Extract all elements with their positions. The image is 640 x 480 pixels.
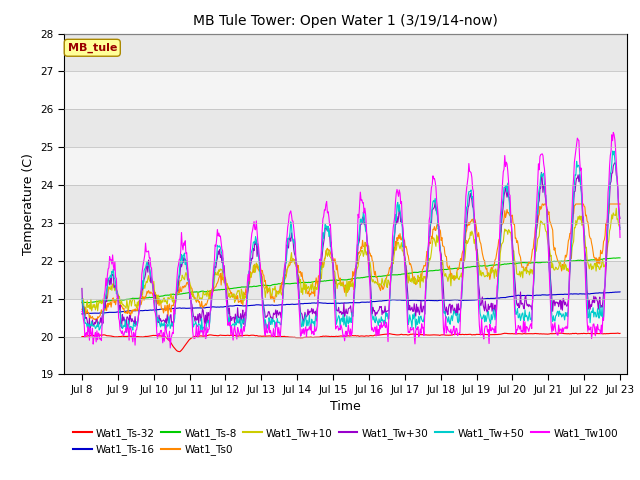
Title: MB Tule Tower: Open Water 1 (3/19/14-now): MB Tule Tower: Open Water 1 (3/19/14-now… xyxy=(193,14,498,28)
Bar xyxy=(64,261,627,299)
X-axis label: Time: Time xyxy=(330,400,361,413)
Bar xyxy=(64,185,627,223)
Legend: Wat1_Ts-32, Wat1_Ts-16, Wat1_Ts-8, Wat1_Ts0, Wat1_Tw+10, Wat1_Tw+30, Wat1_Tw+50,: Wat1_Ts-32, Wat1_Ts-16, Wat1_Ts-8, Wat1_… xyxy=(69,424,622,459)
Bar xyxy=(64,34,627,72)
Bar xyxy=(64,72,627,109)
Bar xyxy=(64,109,627,147)
Bar xyxy=(64,299,627,336)
Bar xyxy=(64,336,627,374)
Y-axis label: Temperature (C): Temperature (C) xyxy=(22,153,35,255)
Bar xyxy=(64,223,627,261)
Text: MB_tule: MB_tule xyxy=(68,43,117,53)
Bar xyxy=(64,147,627,185)
